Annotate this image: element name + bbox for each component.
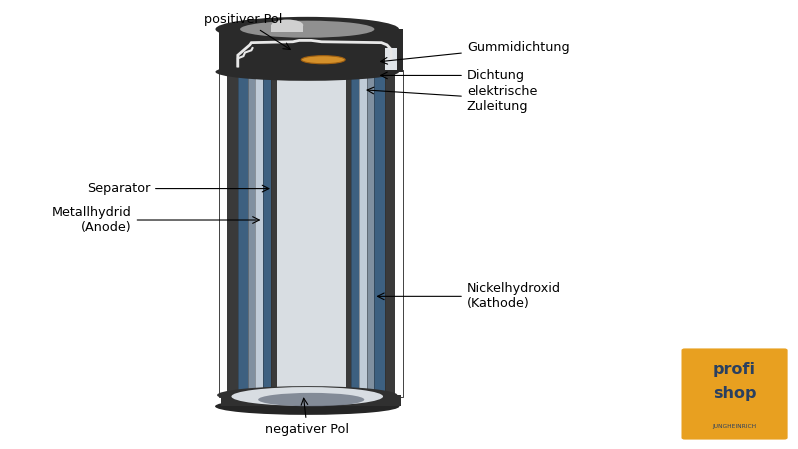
- Bar: [271, 70, 277, 397]
- Text: Metallhydrid
(Anode): Metallhydrid (Anode): [52, 206, 259, 234]
- Bar: [227, 70, 238, 397]
- Ellipse shape: [231, 387, 383, 406]
- Text: Gummidichtung: Gummidichtung: [381, 41, 570, 64]
- Text: negativer Pol: negativer Pol: [265, 398, 350, 436]
- Text: profi: profi: [713, 362, 756, 377]
- Bar: [248, 70, 255, 397]
- Bar: [385, 70, 395, 397]
- Text: Dichtung: Dichtung: [381, 69, 525, 82]
- Ellipse shape: [217, 386, 397, 404]
- Bar: [238, 70, 248, 397]
- Bar: [346, 70, 351, 397]
- Bar: [255, 70, 263, 397]
- Bar: [277, 70, 346, 397]
- Bar: [271, 25, 303, 32]
- Ellipse shape: [215, 17, 399, 42]
- Ellipse shape: [240, 21, 374, 38]
- Ellipse shape: [259, 393, 364, 406]
- Text: Separator: Separator: [87, 182, 269, 195]
- FancyBboxPatch shape: [681, 348, 788, 440]
- Ellipse shape: [302, 56, 345, 64]
- Text: shop: shop: [713, 387, 757, 401]
- Bar: [359, 70, 367, 397]
- Ellipse shape: [215, 398, 399, 415]
- Bar: [263, 70, 271, 397]
- Text: Nickelhydroxid
(Kathode): Nickelhydroxid (Kathode): [377, 282, 561, 310]
- Bar: [221, 395, 401, 406]
- Bar: [219, 29, 403, 72]
- Bar: [374, 70, 385, 397]
- Text: positiver Pol: positiver Pol: [204, 13, 290, 49]
- Text: elektrische
Zuleitung: elektrische Zuleitung: [367, 85, 537, 113]
- Bar: [219, 70, 403, 397]
- Bar: [385, 48, 397, 70]
- Bar: [351, 70, 359, 397]
- Ellipse shape: [215, 63, 399, 81]
- Ellipse shape: [271, 19, 303, 31]
- Bar: [367, 70, 374, 397]
- Text: JUNGHEINRICH: JUNGHEINRICH: [713, 424, 757, 429]
